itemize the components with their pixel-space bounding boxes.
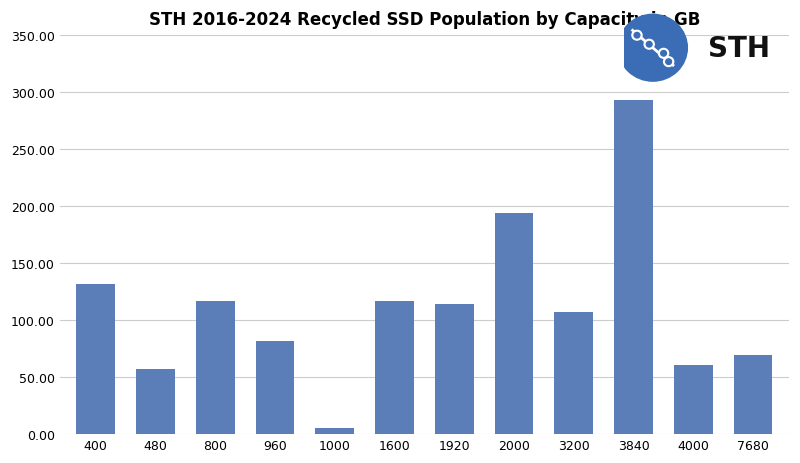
Circle shape	[644, 40, 654, 50]
Bar	[136, 369, 175, 434]
Bar	[734, 356, 773, 434]
Text: STH: STH	[708, 35, 770, 63]
Circle shape	[618, 15, 687, 82]
Circle shape	[632, 31, 642, 41]
Bar	[315, 428, 354, 434]
Circle shape	[646, 43, 652, 48]
Bar	[255, 341, 294, 434]
Circle shape	[634, 33, 640, 39]
Circle shape	[664, 57, 674, 68]
Bar	[614, 101, 653, 434]
Bar	[435, 305, 474, 434]
Circle shape	[666, 60, 671, 65]
Bar	[76, 284, 115, 434]
Bar	[554, 313, 593, 434]
Bar	[674, 365, 713, 434]
Title: STH 2016-2024 Recycled SSD Population by Capacity in GB: STH 2016-2024 Recycled SSD Population by…	[149, 11, 700, 29]
Circle shape	[661, 51, 666, 57]
Circle shape	[658, 49, 669, 59]
Bar	[494, 213, 534, 434]
Bar	[196, 301, 234, 434]
Bar	[375, 301, 414, 434]
